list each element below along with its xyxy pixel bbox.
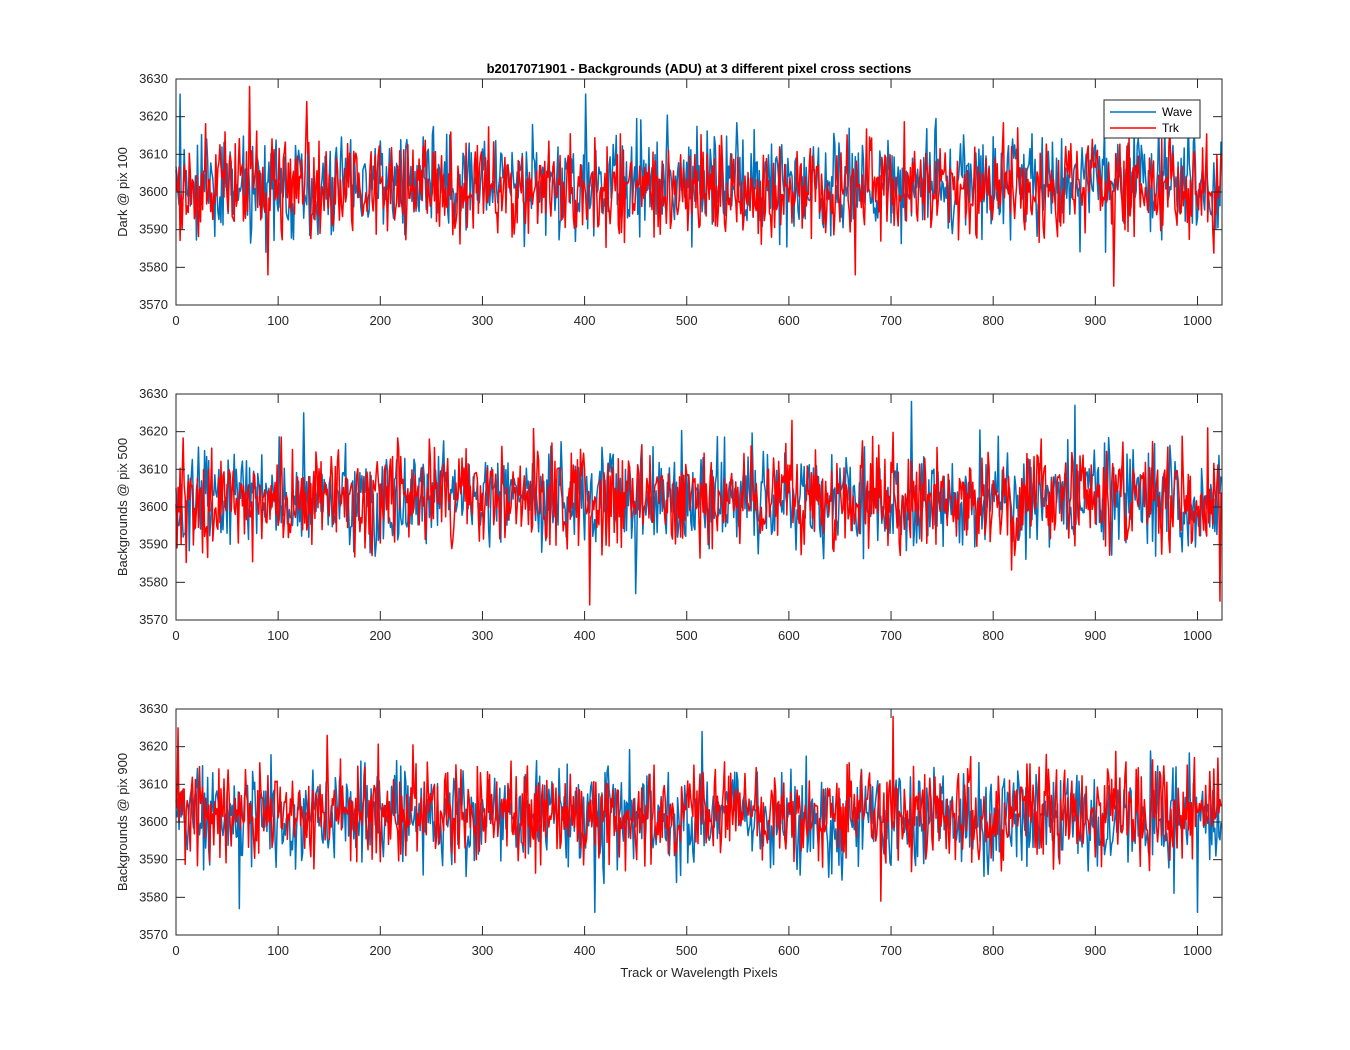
y-tick-label: 3610 — [139, 461, 168, 476]
subplot-3: 0 100 200 300 400 500 600 700 800 900 1000 3570 3580… — [115, 701, 1223, 958]
subplot-1-lines — [175, 85, 1222, 287]
legend-wave-label: Wave — [1162, 105, 1193, 119]
y-tick-label: 3570 — [139, 297, 168, 312]
x-tick-label: 400 — [574, 943, 596, 958]
subplot-3-axes: 0 100 200 300 400 500 600 700 800 900 1000 3570 3580… — [139, 701, 1223, 958]
y-tick-label: 3600 — [139, 184, 168, 199]
x-tick-label: 800 — [982, 943, 1004, 958]
y-tick-label: 3620 — [139, 424, 168, 439]
x-tick-label: 300 — [472, 313, 494, 328]
y-tick-label: 3590 — [139, 852, 168, 867]
x-tick-label: 700 — [880, 313, 902, 328]
subplot-3-lines — [175, 715, 1222, 914]
x-tick-label: 200 — [369, 628, 391, 643]
x-tick-label: 600 — [778, 943, 800, 958]
x-tick-label: 0 — [172, 313, 179, 328]
y-tick-label: 3570 — [139, 927, 168, 942]
x-tick-label: 400 — [574, 313, 596, 328]
x-tick-label: 800 — [982, 313, 1004, 328]
y-tick-label: 3600 — [139, 814, 168, 829]
subplot-1: 0 100 200 300 400 500 600 700 800 900 1000 3570 3580… — [115, 71, 1223, 328]
x-axis-label: Track or Wavelength Pixels — [620, 965, 778, 980]
x-tick-label: 100 — [267, 313, 289, 328]
subplot-1-axes: 0 100 200 300 400 500 600 700 800 900 1000 3570 3580… — [139, 71, 1223, 328]
x-tick-label: 900 — [1084, 943, 1106, 958]
y-tick-label: 3630 — [139, 386, 168, 401]
x-tick-label: 1000 — [1183, 313, 1212, 328]
x-tick-label: 900 — [1084, 628, 1106, 643]
subplot-2: 0 100 200 300 400 500 600 700 800 900 1000 3570 3580… — [115, 386, 1223, 643]
x-tick-label: 500 — [676, 943, 698, 958]
x-tick-label: 700 — [880, 943, 902, 958]
series-trk-line — [175, 419, 1222, 606]
legend-trk-label: Trk — [1162, 121, 1180, 135]
x-tick-label: 600 — [778, 628, 800, 643]
y-tick-label: 3580 — [139, 259, 168, 274]
x-tick-label: 500 — [676, 628, 698, 643]
x-tick-label: 900 — [1084, 313, 1106, 328]
y-tick-label: 3580 — [139, 889, 168, 904]
y-tick-label: 3610 — [139, 776, 168, 791]
x-tick-label: 1000 — [1183, 628, 1212, 643]
x-tick-label: 300 — [472, 628, 494, 643]
x-tick-label: 300 — [472, 943, 494, 958]
legend-box — [1103, 99, 1201, 139]
x-tick-label: 100 — [267, 943, 289, 958]
x-tick-label: 0 — [172, 943, 179, 958]
y-tick-label: 3610 — [139, 146, 168, 161]
y-tick-label: 3590 — [139, 222, 168, 237]
y-tick-label: 3600 — [139, 499, 168, 514]
x-tick-label: 200 — [369, 313, 391, 328]
subplot-2-axes: 0 100 200 300 400 500 600 700 800 900 1000 3570 3580… — [139, 386, 1223, 643]
y-tick-label: 3590 — [139, 537, 168, 552]
subplot-3-ylabel: Backgrounds @ pix 900 — [115, 753, 130, 891]
y-tick-label: 3620 — [139, 739, 168, 754]
subplot-2-lines — [175, 400, 1222, 606]
subplot-2-ylabel: Backgrounds @ pix 500 — [115, 438, 130, 576]
series-trk-line — [175, 715, 1222, 902]
y-tick-label: 3580 — [139, 574, 168, 589]
y-tick-label: 3630 — [139, 701, 168, 716]
y-tick-label: 3570 — [139, 612, 168, 627]
x-tick-label: 1000 — [1183, 943, 1212, 958]
x-tick-label: 400 — [574, 628, 596, 643]
x-tick-label: 600 — [778, 313, 800, 328]
x-tick-label: 500 — [676, 313, 698, 328]
x-tick-label: 800 — [982, 628, 1004, 643]
y-tick-label: 3630 — [139, 71, 168, 86]
legend: Wave Trk — [1103, 99, 1201, 139]
x-tick-label: 100 — [267, 628, 289, 643]
y-tick-label: 3620 — [139, 109, 168, 124]
x-tick-label: 200 — [369, 943, 391, 958]
chart-title: b2017071901 - Backgrounds (ADU) at 3 dif… — [487, 61, 912, 76]
x-tick-label: 700 — [880, 628, 902, 643]
x-tick-label: 0 — [172, 628, 179, 643]
subplot-1-ylabel: Dark @ pix 100 — [115, 147, 130, 237]
series-trk-line — [175, 85, 1222, 287]
